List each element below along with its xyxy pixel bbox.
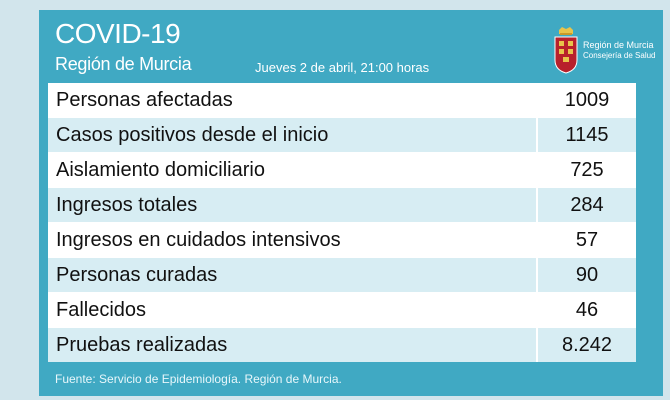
row-value: 1145 [538,118,636,152]
report-date: Jueves 2 de abril, 21:00 horas [255,60,430,75]
region-logo: Región de Murcia Consejería de Salud [553,24,663,84]
stats-table: Personas afectadas 1009 Casos positivos … [48,83,636,362]
row-label: Aislamiento domiciliario [48,153,538,187]
row-value: 57 [538,223,636,257]
table-row: Ingresos totales 284 [48,188,636,223]
logo-line-1: Región de Murcia [583,40,654,50]
source-footer: Fuente: Servicio de Epidemiología. Regió… [55,372,342,386]
table-row: Pruebas realizadas 8.242 [48,328,636,362]
row-label: Fallecidos [48,293,538,327]
table-row: Fallecidos 46 [48,293,636,328]
logo-line-2: Consejería de Salud [583,51,656,60]
report-subtitle: Región de Murcia [55,54,192,74]
row-label: Casos positivos desde el inicio [48,118,538,152]
table-row: Personas afectadas 1009 [48,83,636,118]
row-value: 1009 [538,83,636,117]
murcia-coat-of-arms-icon [554,27,578,74]
row-label: Ingresos totales [48,188,538,222]
table-row: Aislamiento domiciliario 725 [48,153,636,188]
row-value: 725 [538,153,636,187]
row-label: Personas curadas [48,258,538,292]
table-row: Personas curadas 90 [48,258,636,293]
row-label: Personas afectadas [48,83,538,117]
table-row: Ingresos en cuidados intensivos 57 [48,223,636,258]
row-value: 8.242 [538,328,636,362]
report-title: COVID-19 [55,18,181,49]
row-label: Pruebas realizadas [48,328,538,362]
covid-report-card: COVID-19 Región de Murcia Jueves 2 de ab… [39,10,663,396]
row-value: 46 [538,293,636,327]
row-value: 284 [538,188,636,222]
table-row: Casos positivos desde el inicio 1145 [48,118,636,153]
row-value: 90 [538,258,636,292]
row-label: Ingresos en cuidados intensivos [48,223,538,257]
